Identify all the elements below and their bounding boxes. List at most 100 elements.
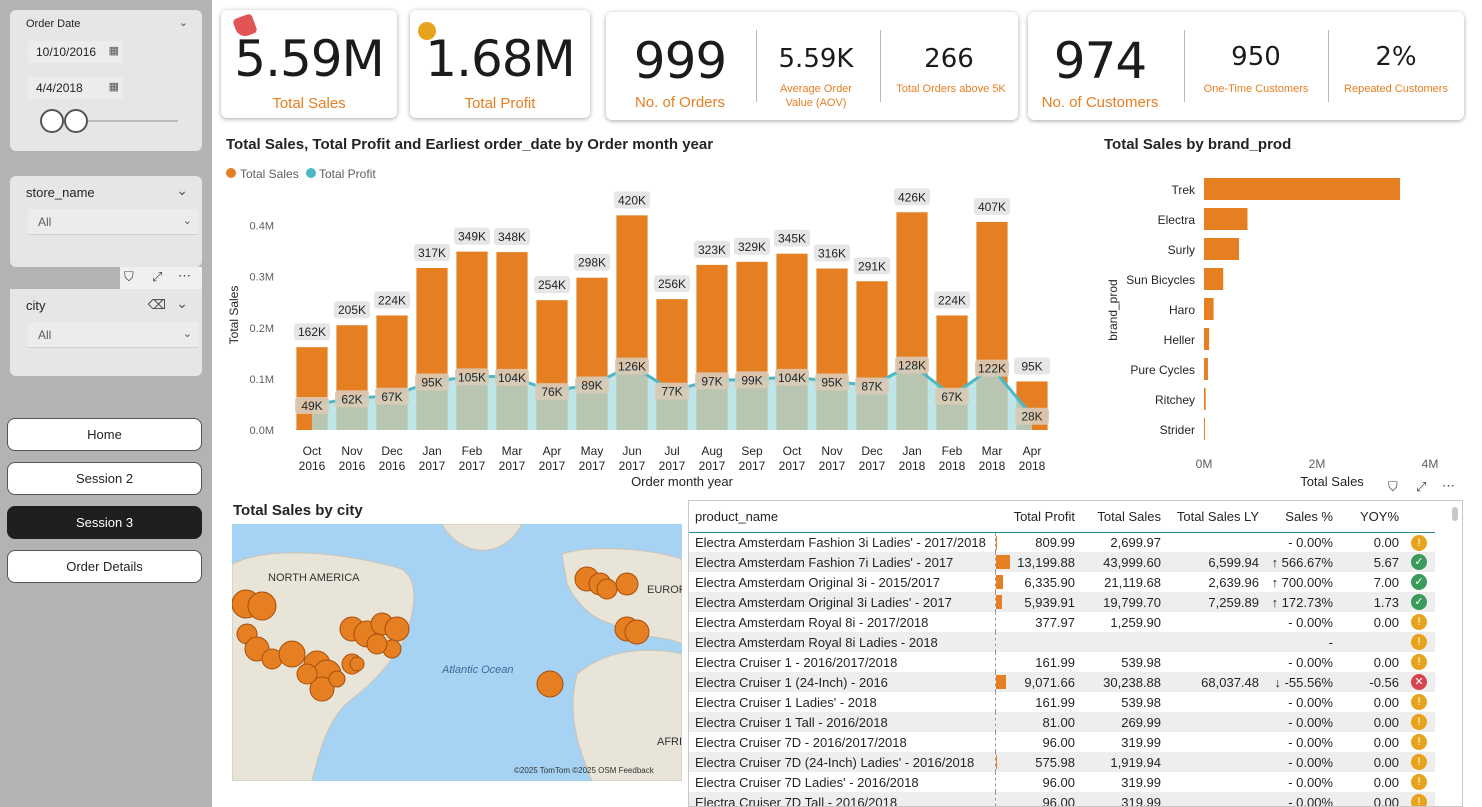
sales-data-label: 407K <box>978 200 1006 214</box>
city-bubble <box>366 633 388 655</box>
focus-mode-icon[interactable]: ⤢ <box>152 269 163 284</box>
one-time-label: One-Time Customers <box>1203 83 1309 95</box>
chevron-down-icon[interactable]: ⌄ <box>176 182 188 198</box>
focus-mode-icon[interactable]: ⤢ <box>1416 479 1427 494</box>
x-tick-month: Nov <box>821 444 842 458</box>
repeated-label: Repeated Customers <box>1344 83 1448 95</box>
brand-label: Heller <box>1164 333 1195 347</box>
home-button[interactable]: Home <box>7 418 202 451</box>
sales-data-label: 256K <box>658 277 686 291</box>
table-row[interactable]: Electra Amsterdam Royal 8i Ladies - 2018… <box>689 632 1435 652</box>
calendar-icon[interactable]: ▦ <box>108 45 119 57</box>
profit-value: 377.97 <box>1035 614 1075 630</box>
profit-value: 809.99 <box>1035 534 1075 550</box>
table-row[interactable]: Electra Amsterdam Royal 8i - 2017/2018 37… <box>689 612 1435 632</box>
column-header[interactable]: Sales % <box>1265 501 1339 533</box>
table-row[interactable]: Electra Cruiser 1 - 2016/2017/2018 161.99… <box>689 652 1435 672</box>
store-name-title: store_name <box>26 185 95 200</box>
column-header[interactable]: Total Profit <box>995 501 1081 533</box>
profit-cell: 6,335.90 <box>994 572 1081 592</box>
divider <box>756 30 757 102</box>
profit-data-label-bg <box>1015 407 1049 425</box>
product-name-cell: Electra Amsterdam Royal 8i - 2017/2018 <box>695 614 929 630</box>
start-date-input[interactable]: 10/10/2016 ▦ <box>28 41 123 63</box>
column-header[interactable]: product_name <box>689 501 995 533</box>
table-row[interactable]: Electra Amsterdam Original 3i - 2015/201… <box>689 572 1435 592</box>
date-range-slider-track[interactable] <box>40 120 178 122</box>
sales-data-label-bg <box>894 188 930 206</box>
store-name-dropdown[interactable]: All ⌄ <box>28 209 198 235</box>
more-options-icon[interactable]: ⋯ <box>1442 478 1455 493</box>
status-cell: ! <box>1405 632 1435 652</box>
table-row[interactable]: Electra Cruiser 1 Ladies' - 2018 161.99 53… <box>689 692 1435 712</box>
sales-ly-cell: 7,259.89 <box>1167 592 1265 612</box>
calendar-icon[interactable]: ▦ <box>108 81 119 93</box>
product-name-cell: Electra Amsterdam Original 3i Ladies' - … <box>689 592 995 612</box>
x-tick-year: 2017 <box>579 459 606 473</box>
chevron-down-icon[interactable]: ⌄ <box>176 295 188 311</box>
table-row[interactable]: Electra Amsterdam Fashion 3i Ladies' - 2… <box>689 532 1435 552</box>
chevron-down-icon[interactable]: ⌄ <box>178 17 188 29</box>
status-cell: ! <box>1405 732 1435 752</box>
city-bubble <box>596 578 618 600</box>
x-tick-year: 2017 <box>659 459 686 473</box>
profit-data-label: 77K <box>661 385 682 399</box>
sales-data-label: 329K <box>738 240 766 254</box>
vertical-scrollbar[interactable] <box>1452 507 1458 521</box>
product-name-cell: Electra Cruiser 1 (24-Inch) - 2016 <box>689 672 995 692</box>
profit-data-label: 89K <box>581 379 602 393</box>
table-header-row: product_name Total Profit Total Sales Total… <box>689 501 1435 533</box>
table-row[interactable]: Electra Cruiser 1 Tall - 2016/2018 81.00 2… <box>689 712 1435 732</box>
sales-pct-cell: - 0.00% <box>1288 694 1333 710</box>
session-2-button[interactable]: Session 2 <box>7 462 202 495</box>
profit-cell: 9,071.66 <box>994 672 1081 692</box>
sales-data-label: 254K <box>538 278 566 292</box>
eraser-icon[interactable]: ⌫ <box>147 297 166 312</box>
profit-cell: 161.99 <box>994 652 1081 672</box>
y-tick-label: 0.0M <box>250 425 274 437</box>
profit-value: 96.00 <box>1042 794 1075 807</box>
sales-ly-cell: 6,599.94 <box>1167 552 1265 572</box>
sales-data-label-bg <box>494 228 530 246</box>
end-date-input[interactable]: 4/4/2018 ▦ <box>28 77 123 99</box>
more-options-icon[interactable]: ⋯ <box>178 268 191 283</box>
profit-data-bar <box>995 595 1002 609</box>
x-tick-month: Apr <box>1023 444 1042 458</box>
filter-icon[interactable]: ⛉ <box>124 269 134 284</box>
profit-data-label-bg <box>935 387 969 405</box>
column-header[interactable]: YOY% <box>1339 501 1405 533</box>
table-row[interactable]: Electra Cruiser 7D Tall - 2016/2018 96.00… <box>689 792 1435 807</box>
sales-ly-cell <box>1167 612 1265 632</box>
x-tick-month: Feb <box>942 444 963 458</box>
yoy-cell: 0.00 <box>1373 614 1399 630</box>
status-cell: ✓ <box>1405 572 1435 592</box>
city-sales-map[interactable]: NORTH AMERICA Atlantic Ocean EUROP AFRIC… <box>232 524 682 781</box>
chevron-down-icon[interactable]: ⌄ <box>182 328 192 340</box>
session-3-button[interactable]: Session 3 <box>7 506 202 539</box>
profit-cell: 377.97 <box>994 612 1081 632</box>
profit-cell: 96.00 <box>994 772 1081 792</box>
table-row[interactable]: Electra Cruiser 1 (24-Inch) - 2016 9,071.… <box>689 672 1435 692</box>
column-header[interactable]: Total Sales LY <box>1167 501 1265 533</box>
table-row[interactable]: Electra Cruiser 7D (24-Inch) Ladies' - 2… <box>689 752 1435 772</box>
profit-cell: 13,199.88 <box>994 552 1081 572</box>
product-table[interactable]: product_name Total Profit Total Sales Total… <box>688 500 1463 807</box>
column-header[interactable]: Total Sales <box>1081 501 1167 533</box>
table-row[interactable]: Electra Cruiser 7D - 2016/2017/2018 96.00… <box>689 732 1435 752</box>
profit-data-label: 87K <box>861 380 882 394</box>
table-row[interactable]: Electra Amsterdam Original 3i Ladies' - … <box>689 592 1435 612</box>
filter-icon[interactable]: ⛉ <box>1388 479 1398 494</box>
slider-handle-end[interactable] <box>64 109 88 133</box>
status-cell: ! <box>1405 752 1435 772</box>
city-dropdown[interactable]: All ⌄ <box>28 322 198 348</box>
x-tick-year: 2017 <box>539 459 566 473</box>
legend-profit-label: Total Profit <box>319 167 376 181</box>
profit-cell: 96.00 <box>994 732 1081 752</box>
sales-ly-cell <box>1167 712 1265 732</box>
x-tick-label: 2M <box>1309 457 1326 471</box>
order-details-button[interactable]: Order Details <box>7 550 202 583</box>
chevron-down-icon[interactable]: ⌄ <box>182 215 192 227</box>
table-row[interactable]: Electra Cruiser 7D Ladies' - 2016/2018 96… <box>689 772 1435 792</box>
slider-handle-start[interactable] <box>40 109 64 133</box>
table-row[interactable]: Electra Amsterdam Fashion 7i Ladies' - 2… <box>689 552 1435 572</box>
